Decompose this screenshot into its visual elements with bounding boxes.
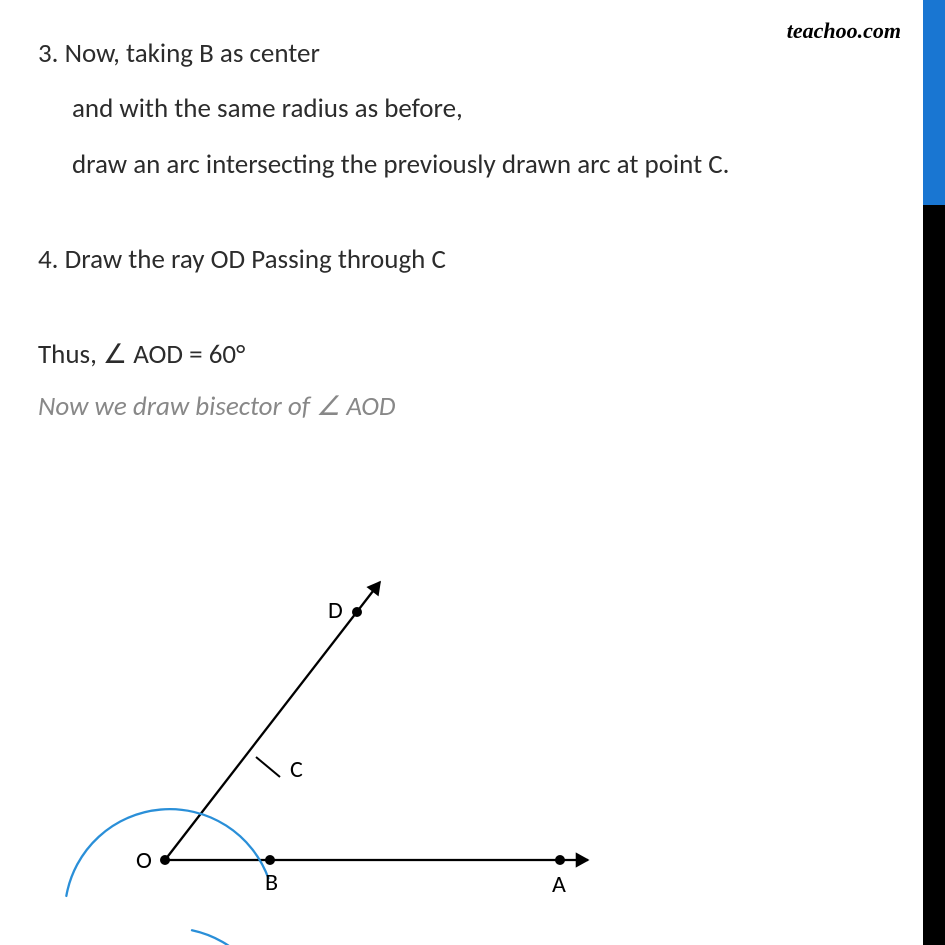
svg-text:O: O xyxy=(136,846,152,875)
bisector-note: Now we draw bisector of ∠ AOD xyxy=(38,390,858,423)
sidebar-black-strip xyxy=(923,205,945,945)
step3-line3: draw an arc intersecting the previously … xyxy=(38,139,858,190)
svg-text:B: B xyxy=(265,868,278,897)
step4-line1: 4. Draw the ray OD Passing through C xyxy=(38,234,858,285)
thus-line: Thus, ∠ AOD = 60° xyxy=(38,329,858,380)
step3-line1: 3. Now, taking B as center xyxy=(38,28,858,79)
instruction-text: 3. Now, taking B as center and with the … xyxy=(38,28,858,423)
angle-60-diagram: O B A C D xyxy=(110,540,710,940)
svg-text:A: A xyxy=(552,870,566,899)
svg-text:C: C xyxy=(290,755,303,784)
step3-line2: and with the same radius as before, xyxy=(38,83,858,134)
svg-text:D: D xyxy=(328,596,343,625)
right-sidebar xyxy=(923,0,945,945)
sidebar-blue-strip xyxy=(923,0,945,205)
